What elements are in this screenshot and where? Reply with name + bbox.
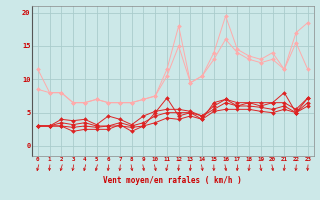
X-axis label: Vent moyen/en rafales ( km/h ): Vent moyen/en rafales ( km/h ) [103,176,242,185]
